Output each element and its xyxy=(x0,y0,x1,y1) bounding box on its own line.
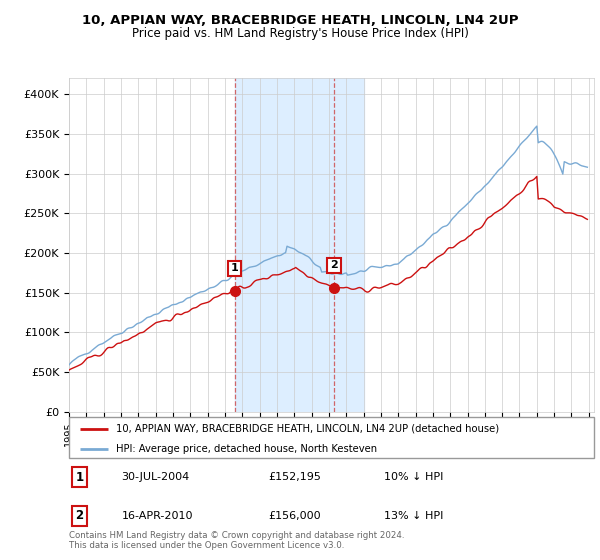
Text: £156,000: £156,000 xyxy=(269,511,321,521)
Bar xyxy=(235,78,364,412)
Text: 10, APPIAN WAY, BRACEBRIDGE HEATH, LINCOLN, LN4 2UP: 10, APPIAN WAY, BRACEBRIDGE HEATH, LINCO… xyxy=(82,14,518,27)
Text: 10, APPIAN WAY, BRACEBRIDGE HEATH, LINCOLN, LN4 2UP (detached house): 10, APPIAN WAY, BRACEBRIDGE HEATH, LINCO… xyxy=(116,424,499,433)
Text: 13% ↓ HPI: 13% ↓ HPI xyxy=(384,511,443,521)
Text: £152,195: £152,195 xyxy=(269,472,322,482)
Text: 16-APR-2010: 16-APR-2010 xyxy=(121,511,193,521)
Text: 1: 1 xyxy=(231,263,239,273)
Text: 1: 1 xyxy=(76,471,83,484)
Text: Price paid vs. HM Land Registry's House Price Index (HPI): Price paid vs. HM Land Registry's House … xyxy=(131,27,469,40)
Text: 10% ↓ HPI: 10% ↓ HPI xyxy=(384,472,443,482)
Text: 2: 2 xyxy=(330,260,338,270)
Text: 30-JUL-2004: 30-JUL-2004 xyxy=(121,472,190,482)
Text: 2: 2 xyxy=(76,509,83,522)
Text: HPI: Average price, detached house, North Kesteven: HPI: Average price, detached house, Nort… xyxy=(116,444,377,454)
Text: Contains HM Land Registry data © Crown copyright and database right 2024.
This d: Contains HM Land Registry data © Crown c… xyxy=(69,531,404,550)
